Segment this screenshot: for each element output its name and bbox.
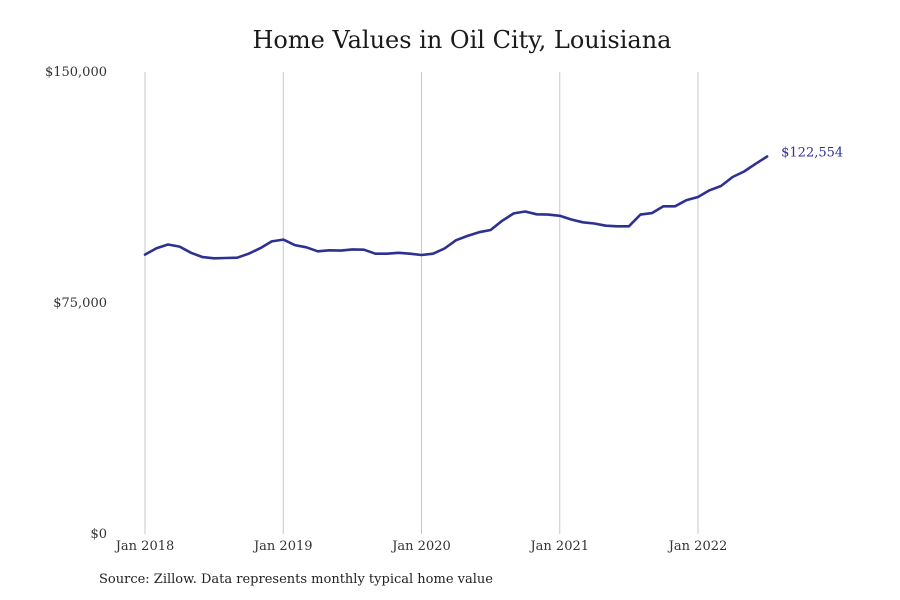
x-tick-label: Jan 2022 (667, 539, 728, 554)
series (143, 155, 769, 260)
end-value-label: $122,554 (781, 146, 843, 161)
source-note: Source: Zillow. Data represents monthly … (99, 572, 493, 587)
y-tick-label: $0 (90, 527, 107, 542)
x-tick-label: Jan 2021 (528, 539, 589, 554)
x-tick-label: Jan 2018 (114, 539, 175, 554)
y-tick-label: $150,000 (45, 65, 107, 80)
data-labels: $122,554 (781, 146, 843, 161)
y-tick-label: $75,000 (53, 296, 107, 311)
series-line (143, 155, 769, 260)
gridlines (144, 72, 699, 534)
x-tick-label: Jan 2020 (390, 539, 451, 554)
x-axis: Jan 2018 Jan 2019 Jan 2020 Jan 2021 Jan 2022 (114, 539, 728, 554)
x-tick-label: Jan 2019 (252, 539, 313, 554)
chart-title: Home Values in Oil City, Louisiana (252, 26, 672, 54)
y-axis: $0 $75,000 $150,000 (45, 65, 107, 542)
